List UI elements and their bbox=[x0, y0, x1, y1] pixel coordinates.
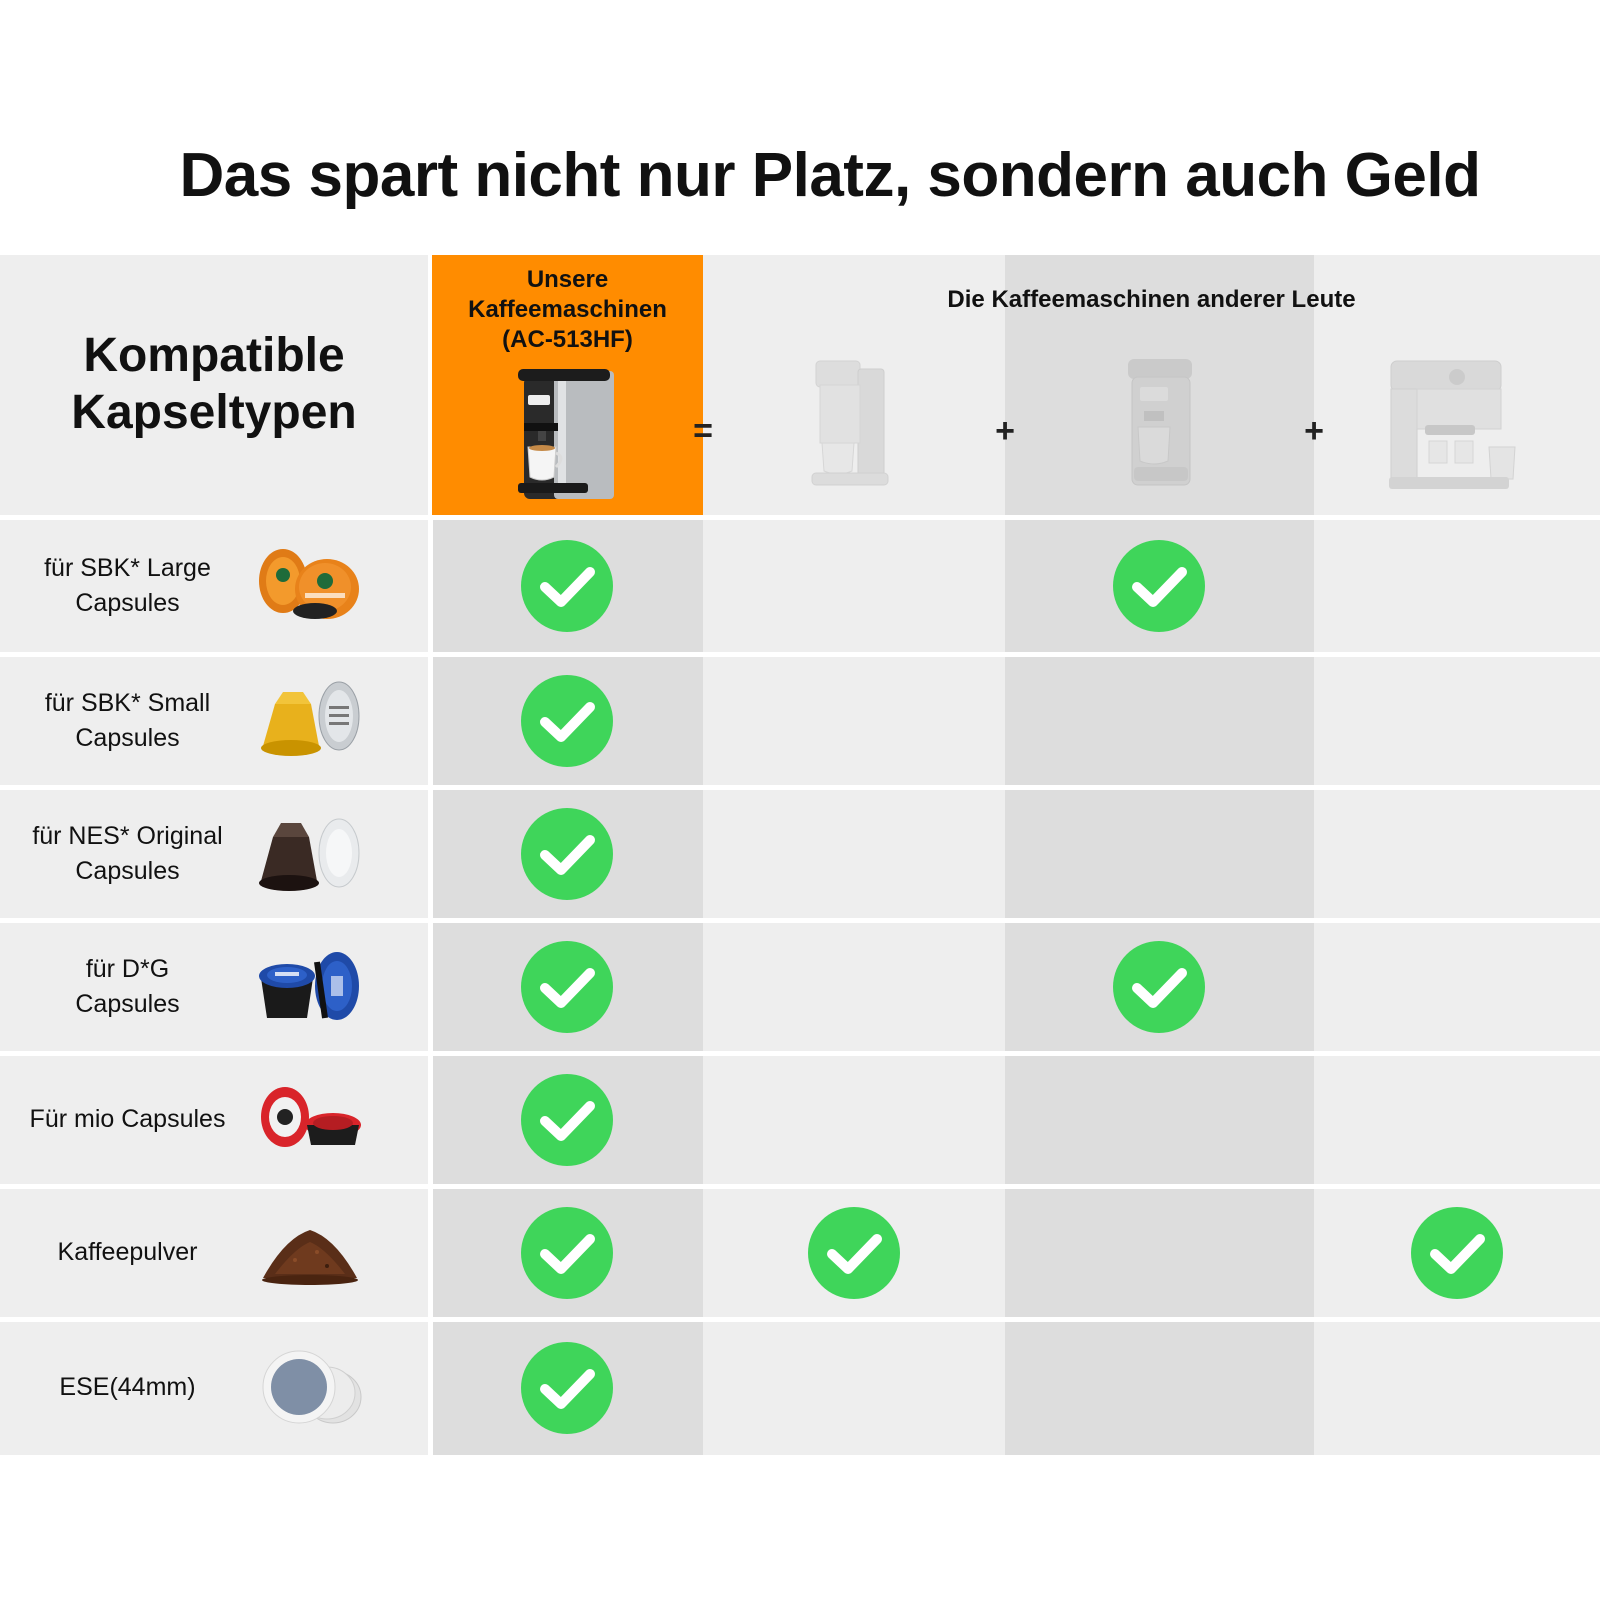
row-label: für SBK* Small Capsules bbox=[0, 657, 255, 785]
our-machine-model: (AC-513HF) bbox=[502, 326, 633, 353]
check-icon bbox=[808, 1207, 900, 1299]
check-icon bbox=[521, 808, 613, 900]
row-label-line1: ESE(44mm) bbox=[59, 1373, 196, 1402]
row-label: für SBK* Large Capsules bbox=[0, 520, 255, 652]
our-machine-title: Unsere Kaffeemaschinen (AC-513HF) bbox=[432, 265, 703, 355]
row-divider bbox=[0, 652, 1600, 657]
heading-line2: Kapseltypen bbox=[71, 386, 357, 439]
row-label-line2: Capsules bbox=[75, 857, 180, 885]
row-divider bbox=[0, 1317, 1600, 1322]
mio-capsules-icon bbox=[255, 1075, 365, 1170]
row-label-line1: für SBK* Small bbox=[44, 688, 211, 717]
plus-operator-2: + bbox=[1304, 412, 1324, 450]
check-icon bbox=[1113, 941, 1205, 1033]
our-machine-title-line1: Unsere bbox=[526, 266, 609, 293]
compatible-types-heading: Kompatible Kapseltypen bbox=[0, 255, 428, 515]
equals-operator: = bbox=[693, 412, 713, 450]
check-icon bbox=[521, 675, 613, 767]
row-label-line1: für NES* Original bbox=[32, 821, 223, 850]
row-label-line1: für D*G bbox=[85, 954, 170, 983]
starbucks-capsules-icon bbox=[255, 541, 365, 636]
row-label: Kaffeepulver bbox=[0, 1189, 255, 1317]
row-label-line1: Für mio Capsules bbox=[29, 1105, 226, 1134]
row-divider bbox=[0, 1184, 1600, 1189]
row-label-line1: für SBK* Large bbox=[44, 553, 211, 582]
row-label: Für mio Capsules bbox=[0, 1056, 255, 1184]
check-icon bbox=[521, 1074, 613, 1166]
heading-line1: Kompatible bbox=[83, 329, 345, 383]
row-label: ESE(44mm) bbox=[0, 1322, 255, 1454]
plus-operator-1: + bbox=[995, 412, 1015, 450]
row-divider bbox=[0, 918, 1600, 923]
column-divider bbox=[428, 255, 433, 1455]
page-title: Das spart nicht nur Platz, sondern auch … bbox=[179, 141, 1481, 210]
row-divider bbox=[0, 515, 1600, 520]
check-icon bbox=[1113, 540, 1205, 632]
row-divider bbox=[0, 785, 1600, 790]
other-machines-title: Die Kaffeemaschinen anderer Leute bbox=[947, 286, 1356, 313]
row-label-line2: Capsules bbox=[75, 724, 180, 752]
other-pod-machine-image bbox=[811, 360, 889, 486]
coffee-powder-icon bbox=[255, 1208, 365, 1303]
our-machine-title-line2: Kaffeemaschinen bbox=[468, 296, 667, 323]
check-icon bbox=[521, 1342, 613, 1434]
row-label: für NES* Original Capsules bbox=[0, 790, 255, 918]
other-single-serve-machine-image bbox=[1128, 359, 1192, 486]
row-divider bbox=[0, 1051, 1600, 1056]
check-icon bbox=[521, 540, 613, 632]
other-espresso-machine-image bbox=[1389, 360, 1516, 489]
nespresso-capsules-icon bbox=[255, 809, 365, 904]
row-label-line2: Capsules bbox=[75, 589, 180, 617]
check-icon bbox=[521, 1207, 613, 1299]
dolce-gusto-capsules-icon bbox=[255, 942, 365, 1037]
check-icon bbox=[1411, 1207, 1503, 1299]
check-icon bbox=[521, 941, 613, 1033]
ese-pods-icon bbox=[255, 1343, 365, 1438]
row-label-line1: Kaffeepulver bbox=[57, 1238, 198, 1267]
our-coffee-machine-image bbox=[518, 369, 614, 499]
row-label-line2: Capsules bbox=[75, 990, 180, 1018]
small-capsules-icon bbox=[255, 676, 365, 771]
row-label: für D*G Capsules bbox=[0, 923, 255, 1051]
